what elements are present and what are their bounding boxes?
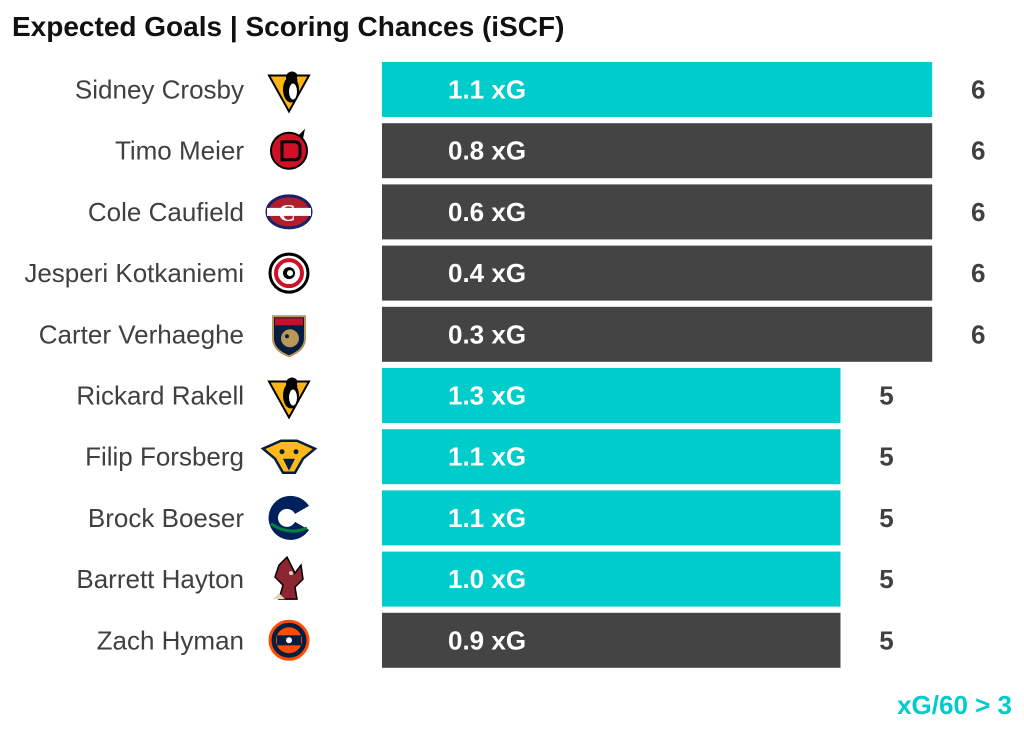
data-label: 6 [971, 136, 985, 166]
devils-logo-icon [270, 128, 308, 170]
hurricanes-logo-icon [268, 252, 310, 294]
data-label: 6 [971, 75, 985, 105]
bar [382, 368, 841, 423]
canadiens-logo-icon: C [265, 194, 313, 230]
bar-label: 1.3 xG [448, 381, 526, 411]
bar-label: 1.1 xG [448, 503, 526, 533]
data-label: 5 [879, 381, 893, 411]
player-name: Brock Boeser [88, 503, 244, 533]
predators-logo-icon [260, 439, 318, 474]
player-name: Rickard Rakell [76, 381, 244, 411]
bar-label: 1.1 xG [448, 442, 526, 472]
bar [382, 551, 841, 607]
bar [382, 245, 933, 301]
bar-label: 0.6 xG [448, 197, 526, 227]
canucks-logo-icon [268, 495, 309, 540]
player-name: Timo Meier [115, 136, 244, 166]
penguins-logo-icon [267, 377, 311, 420]
data-label: 5 [879, 503, 893, 533]
bar-label: 0.8 xG [448, 136, 526, 166]
penguins-logo-icon [267, 71, 311, 114]
bar [382, 123, 933, 179]
bar [382, 306, 933, 362]
data-label: 5 [879, 442, 893, 472]
bar [382, 490, 841, 546]
bar-label: 0.4 xG [448, 258, 526, 288]
data-label: 6 [971, 197, 985, 227]
player-name: Barrett Hayton [76, 564, 244, 594]
bar-label: 1.1 xG [448, 75, 526, 105]
panthers-logo-icon [272, 315, 306, 358]
chart-rows: Sidney Crosby 1.1 xG 6 Timo Meier 0.8 xG 6 Col… [24, 62, 985, 668]
data-label: 6 [971, 258, 985, 288]
data-label: 5 [879, 625, 893, 655]
bar [382, 429, 841, 485]
oilers-logo-icon [268, 619, 310, 661]
player-name: Carter Verhaeghe [39, 319, 244, 349]
legend-note: xG/60 > 3 [897, 690, 1012, 720]
bar [382, 62, 933, 117]
player-name: Filip Forsberg [85, 442, 244, 472]
player-name: Jesperi Kotkaniemi [24, 258, 244, 288]
player-name: Sidney Crosby [75, 75, 244, 105]
player-name: Cole Caufield [88, 197, 244, 227]
chart-title: Expected Goals | Scoring Chances (iSCF) [12, 11, 564, 42]
svg-text:C: C [278, 201, 295, 227]
data-label: 6 [971, 319, 985, 349]
player-name: Zach Hyman [97, 625, 244, 655]
bar [382, 184, 933, 240]
bar-label: 0.9 xG [448, 625, 526, 655]
data-label: 5 [879, 564, 893, 594]
coyotes-logo-icon [273, 555, 304, 600]
bar-label: 0.3 xG [448, 319, 526, 349]
bar [382, 612, 841, 668]
bar-label: 1.0 xG [448, 564, 526, 594]
